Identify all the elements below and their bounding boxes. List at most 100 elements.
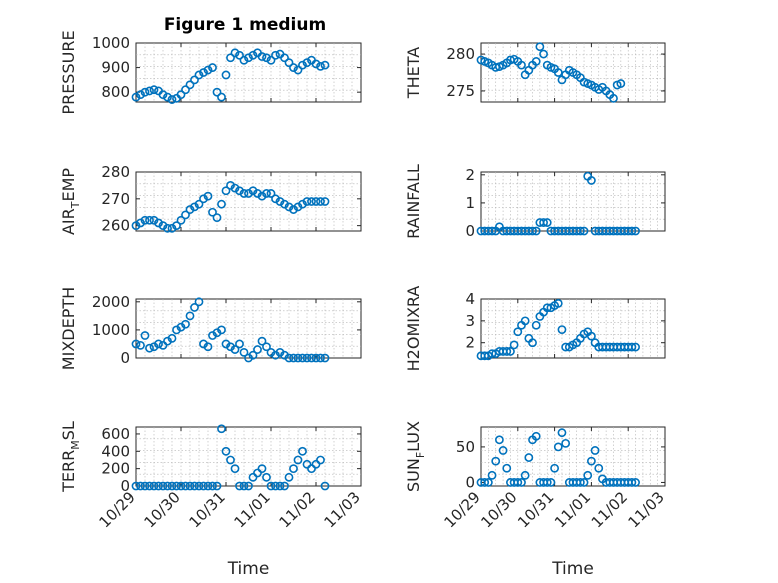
data-point [140,331,150,340]
data-point [587,456,596,466]
data-point [203,65,213,75]
data-point [181,319,190,329]
data-point [167,481,177,491]
data-point [176,90,186,100]
data-point [502,347,512,356]
data-point [158,481,168,491]
data-point [616,79,626,88]
data-point [284,202,294,212]
data-point [190,202,199,212]
data-point [307,464,316,474]
data-point [579,226,589,236]
data-point [262,342,271,352]
data-point [230,464,240,474]
data-point [235,339,244,349]
series-air_temp [131,181,330,233]
data-point [239,55,249,65]
data-point [553,442,563,452]
data-point [257,336,267,346]
data-point [284,353,294,363]
data-point [531,226,541,236]
data-point [498,446,508,455]
data-point [145,343,154,353]
data-point [293,65,303,75]
grid-terr_msl [136,427,361,486]
data-point [298,199,307,209]
data-point [631,226,640,236]
data-point [226,181,235,190]
data-point [199,194,208,204]
data-point [506,347,515,356]
y-axis-label: MIXDEPTH [59,287,78,370]
ytick-label: 400 [101,442,130,460]
y-axis-label: AIRTEMP [59,168,82,235]
x-axis-label: Time [227,559,270,579]
data-point [587,331,596,341]
data-point [302,58,312,68]
data-point [298,60,307,70]
data-point [594,463,604,473]
data-point [289,63,298,72]
data-point [230,345,240,354]
data-point [289,464,298,474]
data-point [298,353,307,363]
data-point [253,189,262,198]
ytick-label: 0 [120,477,130,495]
data-point [140,481,150,491]
data-point [609,93,618,103]
data-point [257,52,267,61]
data-point [257,464,267,474]
series-pressure [131,48,330,104]
data-point [253,345,262,354]
data-point [158,221,168,231]
data-point [163,92,172,102]
data-point [248,50,258,60]
data-point [320,197,330,206]
data-point [280,199,289,209]
data-point [194,199,204,209]
data-point [524,453,534,462]
data-point [140,215,150,225]
data-point [181,85,190,95]
data-point [176,481,186,491]
subplot-mixdepth: 0 1000 2000 MIXDEPTH [59,287,362,370]
data-point [528,226,537,236]
data-point [262,53,271,63]
data-point [627,478,637,487]
data-point [190,75,199,85]
data-point [131,221,141,231]
data-point [520,316,530,326]
data-point [520,470,530,480]
grid-mixdepth [136,299,361,358]
ytick-label: 1000 [92,34,130,52]
ytick-label: 280 [446,45,475,63]
data-point [176,215,186,225]
series-terr_msl [131,424,330,491]
data-point [561,438,571,448]
data-point [235,186,244,196]
data-point [316,353,325,363]
data-point [280,53,289,63]
data-point [262,189,271,198]
grid-pressure [136,43,361,102]
data-point [203,191,213,201]
data-point [136,218,145,228]
ytick-label: 1 [465,194,475,212]
ytick-label: 0 [465,473,475,491]
y-axis-label: H2OMIXRA [404,286,423,372]
data-point [194,481,204,491]
data-point [248,472,258,482]
subplot-air_temp: 260 270 280 AIRTEMP [59,163,362,235]
subplot-theta: 275 280 THETA [404,42,666,103]
data-point [199,481,208,491]
y-axis-label: TERRMSL [59,421,82,493]
data-point [226,53,235,63]
series-rainfall [476,171,640,236]
data-point [271,50,280,60]
data-point [546,478,556,487]
subplot-rainfall: 0 1 2 RAINFALL [404,164,666,240]
data-point [266,189,276,198]
data-point [194,297,204,307]
data-point [320,60,330,70]
data-point [190,481,199,491]
